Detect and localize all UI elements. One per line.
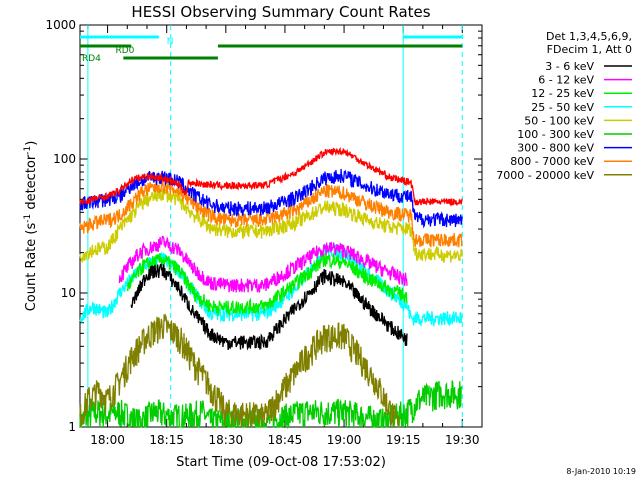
legend-label: 12 - 25 keV: [531, 87, 594, 100]
legend-label: 6 - 12 keV: [538, 74, 594, 87]
x-tick-label: 18:45: [268, 433, 303, 447]
series-lines: [79, 146, 463, 430]
x-tick-label: 18:00: [90, 433, 125, 447]
legend-label: 50 - 100 keV: [524, 114, 594, 127]
y-tick-label: 1: [68, 420, 76, 434]
series-50-100-kev: [79, 187, 463, 264]
x-tick-label: 19:00: [327, 433, 362, 447]
legend-label: 7000 - 20000 keV: [496, 169, 594, 182]
legend-label: 300 - 800 keV: [517, 142, 594, 155]
y-tick-label: 100: [53, 152, 76, 166]
series-7000-20000-kev: [79, 313, 400, 428]
x-tick-label: 18:30: [209, 433, 244, 447]
chart-title: HESSI Observing Summary Count Rates: [131, 3, 430, 21]
series-300-800-kev: [79, 168, 463, 229]
timestamp: 8-Jan-2010 10:19: [566, 467, 636, 476]
x-tick-label: 19:15: [386, 433, 421, 447]
state-bar-label: RD0: [115, 46, 134, 56]
legend-label: 3 - 6 keV: [545, 60, 594, 73]
y-tick-label: 1000: [45, 18, 76, 32]
series-6-12-kev: [118, 235, 408, 293]
state-bar-label: RD4: [82, 54, 101, 64]
x-tick-label: 19:30: [445, 433, 480, 447]
series-red-steps: [79, 146, 463, 207]
legend: Det 1,3,4,5,6,9,FDecim 1, Att 0 3 - 6 keV…: [496, 30, 632, 182]
x-tick-label: 18:15: [149, 433, 184, 447]
y-axis-label: Count Rate (s-1 detector-1): [23, 141, 39, 312]
series-800-7000-kev: [79, 178, 463, 248]
y-tick-label: 10: [61, 286, 76, 300]
tick-labels: 1 10 100 1000 18:00 18:15 18:30 18:45 19:00 19:15…: [45, 18, 479, 447]
legend-label: 25 - 50 keV: [531, 101, 594, 114]
legend-label: 800 - 7000 keV: [510, 155, 594, 168]
legend-label: 100 - 300 keV: [517, 128, 594, 141]
state-bar-label: N: [167, 37, 174, 47]
x-axis-label: Start Time (09-Oct-08 17:53:02): [176, 455, 386, 470]
legend-header: Det 1,3,4,5,6,9,: [546, 30, 632, 43]
series-3-6-kev: [130, 263, 408, 351]
legend-header: FDecim 1, Att 0: [547, 43, 632, 56]
state-markers: N RD0 RD4: [80, 25, 463, 427]
series-12-25-kev: [126, 252, 408, 317]
